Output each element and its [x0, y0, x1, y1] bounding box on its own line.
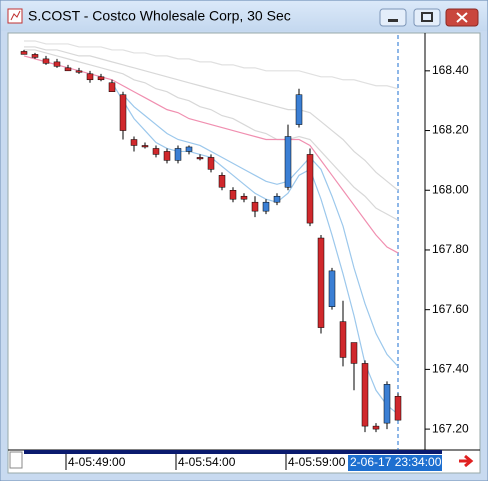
moving-average-line — [122, 94, 399, 367]
candle-body — [317, 237, 325, 328]
candle-body — [42, 58, 50, 64]
candle-body — [328, 270, 336, 307]
candle-body — [130, 139, 138, 146]
candle-body — [108, 82, 116, 92]
cursor-label: 2-06-17 23:34:00 — [350, 455, 442, 469]
candle-body — [306, 154, 314, 224]
candle-body — [394, 396, 402, 421]
candle-body — [229, 190, 237, 200]
window-title: S.COST - Costco Wholesale Corp, 30 Sec — [28, 8, 291, 24]
candle-body — [196, 157, 204, 160]
candle-body — [20, 51, 28, 55]
chart-panel — [7, 32, 481, 474]
candle-body — [207, 157, 215, 170]
candle-body — [218, 175, 226, 188]
app-icon-glyph — [10, 10, 21, 21]
candle-body — [141, 145, 149, 148]
y-tick-label: 167.80 — [432, 242, 469, 256]
candle-body — [174, 148, 182, 161]
candle-body — [251, 201, 259, 212]
restore-glyph — [421, 12, 433, 22]
minimize-button[interactable] — [379, 8, 407, 27]
candle-body — [372, 425, 380, 430]
y-tick-label: 168.00 — [432, 182, 469, 196]
candle-body — [350, 342, 358, 364]
candle-body — [262, 201, 270, 212]
candle-body — [119, 94, 127, 131]
y-tick-label: 167.20 — [432, 421, 469, 435]
candle-body — [240, 195, 248, 200]
candle-body — [273, 195, 281, 203]
cursor-label-bg — [348, 455, 442, 471]
x-tick-label: 4-05:54:00 — [178, 455, 236, 469]
scroll-right-arrow[interactable] — [459, 454, 474, 468]
candle-body — [339, 321, 347, 358]
y-tick-label: 168.40 — [432, 63, 469, 77]
candle-body — [383, 384, 391, 424]
moving-average-line — [24, 46, 399, 191]
moving-average-line — [24, 49, 399, 221]
candle-body — [75, 70, 83, 73]
restore-button[interactable] — [413, 8, 441, 27]
candle-body — [97, 76, 105, 81]
y-tick-label: 167.40 — [432, 362, 469, 376]
candle-body — [361, 363, 369, 427]
candle-body — [295, 94, 303, 125]
y-tick-label: 168.20 — [432, 123, 469, 137]
candle-body — [31, 54, 39, 58]
x-tick-label: 4-05:59:00 — [288, 455, 346, 469]
x-tick-label: 4-05:49:00 — [68, 455, 126, 469]
candle-body — [152, 148, 160, 155]
moving-average-line — [111, 82, 399, 415]
moving-average-line — [23, 55, 399, 254]
candle-body — [284, 136, 292, 188]
candle-body — [163, 151, 171, 161]
minimize-glyph — [388, 19, 398, 22]
scroll-handle[interactable] — [9, 451, 23, 469]
scroll-bar[interactable] — [24, 450, 442, 454]
candle-body — [185, 146, 193, 152]
moving-average-line — [24, 40, 399, 90]
candle-body — [86, 73, 94, 81]
close-glyph — [456, 12, 468, 23]
candle-body — [64, 67, 72, 72]
candle-body — [53, 61, 61, 67]
y-tick-label: 167.60 — [432, 302, 469, 316]
